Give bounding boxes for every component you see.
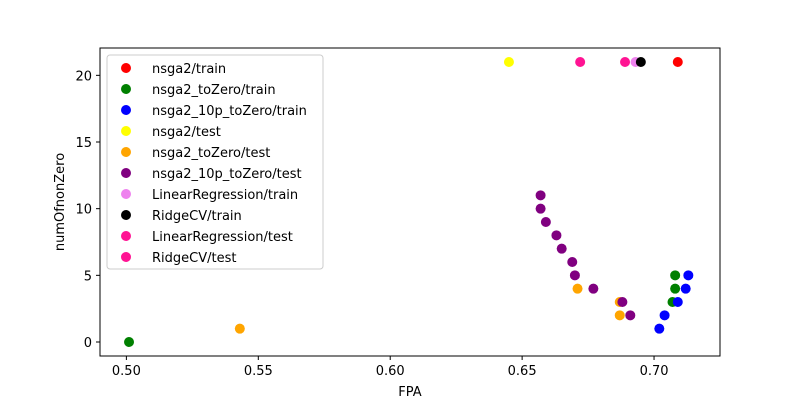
data-point: [635, 57, 646, 67]
x-tick-label: 0.55: [244, 364, 273, 379]
legend-label: nsga2_10p_toZero/test: [152, 167, 302, 182]
legend-frame: [106, 54, 324, 270]
legend-label: nsga2/test: [152, 125, 221, 140]
series-3: [503, 57, 514, 67]
y-axis-label: numOfnonZero: [53, 153, 68, 251]
x-ticks: 0.50 0.55 0.60 0.65 0.70: [112, 356, 669, 379]
y-tick-label: 5: [84, 269, 92, 284]
data-point: [556, 243, 567, 254]
data-point: [659, 310, 670, 321]
x-tick-label: 0.70: [640, 364, 669, 379]
legend-label: LinearRegression/test: [152, 230, 293, 245]
data-point: [503, 57, 514, 67]
series-8: [575, 57, 586, 67]
series-2: [654, 270, 694, 334]
legend-marker: [121, 84, 131, 94]
data-point: [124, 337, 135, 347]
legend-marker: [121, 189, 131, 199]
data-point: [670, 283, 681, 294]
legend-marker: [121, 210, 131, 220]
legend-marker: [121, 63, 131, 73]
legend: nsga2/train nsga2_toZero/train nsga2_10p_t…: [106, 54, 324, 270]
x-tick-label: 0.65: [508, 364, 537, 379]
data-point: [670, 270, 681, 281]
y-tick-label: 15: [75, 136, 92, 151]
x-tick-label: 0.60: [376, 364, 405, 379]
data-point: [551, 230, 562, 241]
data-point: [620, 57, 631, 67]
data-point: [683, 270, 694, 281]
y-tick-label: 10: [75, 203, 92, 218]
legend-label: nsga2_toZero/train: [152, 83, 276, 98]
data-point: [672, 57, 683, 67]
y-tick-label: 20: [75, 69, 92, 84]
data-point: [672, 297, 683, 307]
data-point: [234, 323, 245, 334]
legend-label: LinearRegression/train: [152, 188, 298, 203]
data-point: [535, 190, 546, 201]
y-ticks: 0 5 10 15 20: [75, 69, 100, 351]
x-axis-label: FPA: [398, 385, 421, 400]
legend-label: nsga2/train: [152, 62, 226, 77]
legend-marker: [121, 105, 131, 115]
legend-label: nsga2_10p_toZero/train: [152, 104, 307, 119]
data-point: [625, 310, 636, 321]
legend-marker: [121, 231, 131, 241]
data-point: [535, 203, 546, 214]
points-layer: [124, 57, 694, 347]
data-point: [588, 283, 599, 294]
legend-marker: [121, 147, 131, 157]
legend-label: nsga2_toZero/test: [152, 146, 270, 161]
legend-marker: [121, 126, 131, 136]
data-point: [567, 257, 578, 267]
legend-marker: [121, 168, 131, 178]
data-point: [572, 283, 583, 294]
series-7: [635, 57, 646, 67]
legend-label: RidgeCV/test: [152, 251, 236, 266]
series-0: [672, 57, 683, 67]
axes-frame: [99, 47, 721, 357]
y-tick-label: 0: [84, 336, 92, 351]
data-point: [540, 217, 551, 227]
x-tick-label: 0.50: [112, 364, 141, 379]
legend-label: RidgeCV/train: [152, 209, 242, 224]
data-point: [575, 57, 586, 67]
legend-marker: [121, 252, 131, 262]
data-point: [614, 310, 625, 321]
series-9: [620, 57, 631, 67]
data-point: [654, 323, 665, 334]
data-point: [617, 297, 628, 307]
series-5: [535, 190, 636, 321]
data-point: [680, 283, 691, 294]
data-point: [569, 270, 580, 281]
